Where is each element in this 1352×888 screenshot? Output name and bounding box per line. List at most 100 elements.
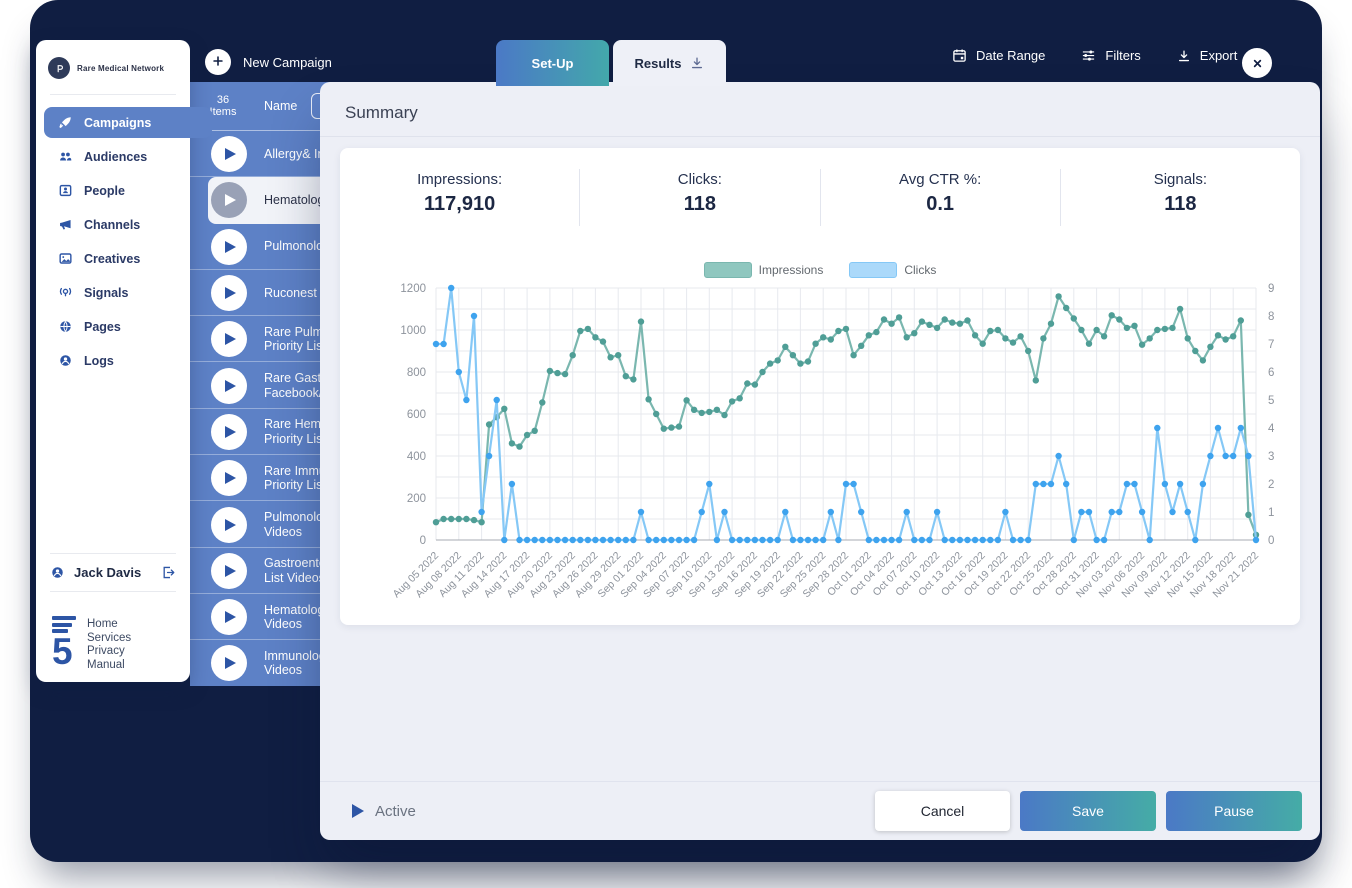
link-privacy[interactable]: Privacy	[87, 645, 125, 657]
play-button[interactable]	[211, 460, 247, 497]
cancel-button[interactable]: Cancel	[875, 791, 1010, 831]
sidebar-item-signals[interactable]: Signals	[44, 277, 190, 308]
svg-text:400: 400	[407, 451, 426, 463]
campaign-row[interactable]: Hematology Videos	[190, 594, 476, 641]
campaign-name: Rare Pulmon Priority List	[264, 324, 337, 354]
sidebar-item-label: Signals	[84, 285, 129, 300]
person-icon	[58, 353, 73, 368]
play-button[interactable]	[211, 552, 247, 589]
legend-swatch	[703, 262, 752, 278]
play-icon	[225, 287, 236, 300]
sidebar-item-label: Creatives	[84, 251, 141, 266]
play-button[interactable]	[211, 182, 247, 219]
sidebar-item-audiences[interactable]: Audiences	[44, 141, 190, 172]
svg-text:600: 600	[407, 409, 426, 421]
chart-legend: Impressions Clicks	[340, 262, 1300, 278]
campaign-row[interactable]: Immunology Videos	[190, 640, 476, 686]
new-campaign-label: New Campaign	[243, 54, 332, 70]
link-services[interactable]: Services	[87, 631, 132, 644]
campaign-name: Hematology Videos	[264, 602, 331, 632]
campaign-name: Pulmonolog	[264, 239, 331, 254]
play-button[interactable]	[211, 599, 247, 636]
sidebar-item-pages[interactable]: Pages	[44, 311, 190, 342]
five-logo-bar	[52, 622, 72, 627]
sidebar-item-creatives[interactable]: Creatives	[44, 243, 190, 274]
close-button[interactable]	[1242, 48, 1272, 78]
sidebar-item-label: People	[84, 183, 125, 198]
sidebar-nav: Campaigns Audiences People Channels Creative…	[36, 107, 212, 376]
play-button[interactable]	[211, 321, 247, 358]
sidebar-footer: 5 Home Services Privacy Manual	[36, 604, 190, 672]
rocket-icon	[58, 115, 73, 130]
play-icon	[225, 240, 236, 253]
action-label: Filters	[1105, 48, 1141, 63]
sidebar-item-label: Audiences	[84, 149, 148, 164]
tab-set-up[interactable]: Set-Up	[496, 40, 609, 86]
campaign-row[interactable]: Rare Pulmon Priority List	[190, 316, 476, 363]
pause-button[interactable]: Pause	[1166, 791, 1302, 831]
play-icon	[352, 804, 364, 818]
svg-text:3: 3	[1268, 451, 1274, 463]
link-home[interactable]: Home	[87, 618, 118, 630]
play-button[interactable]	[211, 136, 247, 173]
play-icon	[225, 148, 236, 161]
user-row[interactable]: Jack Davis	[36, 554, 190, 591]
legend-clicks[interactable]: Clicks	[849, 262, 936, 278]
play-button[interactable]	[211, 367, 247, 404]
campaign-row[interactable]: Gastroenter List Videos	[190, 548, 476, 595]
svg-text:4: 4	[1268, 423, 1275, 435]
tab-set-up-label: Set-Up	[531, 55, 574, 71]
play-button[interactable]	[211, 228, 247, 265]
sidebar-item-people[interactable]: People	[44, 175, 190, 206]
tab-results[interactable]: Results	[613, 40, 726, 86]
svg-text:0: 0	[420, 535, 426, 547]
campaign-row[interactable]: Rare Hemat Priority List	[190, 409, 476, 456]
svg-text:7: 7	[1268, 339, 1274, 351]
download-icon	[1177, 49, 1191, 63]
divider	[50, 94, 176, 95]
filters-button[interactable]: Filters	[1081, 48, 1141, 63]
status-badge: Active	[352, 803, 416, 820]
five-logo-bar	[52, 629, 68, 633]
link-manual[interactable]: Manual	[87, 658, 125, 671]
save-button[interactable]: Save	[1020, 791, 1156, 831]
play-icon	[225, 425, 236, 438]
sidebar-item-logs[interactable]: Logs	[44, 345, 190, 376]
new-campaign-button[interactable]: New Campaign	[205, 49, 332, 75]
play-button[interactable]	[211, 506, 247, 543]
play-icon	[225, 472, 236, 485]
stat-avgctr: Avg CTR %: 0.1	[819, 169, 1060, 226]
logout-icon[interactable]	[161, 565, 176, 580]
modal-footer: Active Cancel Save Pause	[320, 781, 1320, 840]
signal-icon	[58, 285, 73, 300]
campaign-name: Immunology Videos	[264, 648, 333, 678]
globe-icon	[58, 319, 73, 334]
close-icon	[1251, 57, 1264, 70]
play-button[interactable]	[211, 413, 247, 450]
sidebar-item-channels[interactable]: Channels	[44, 209, 190, 240]
sidebar-item-campaigns[interactable]: Campaigns	[44, 107, 212, 138]
svg-text:800: 800	[407, 367, 426, 379]
export-button[interactable]: Export	[1177, 48, 1237, 63]
calendar-icon	[952, 48, 967, 63]
brand-name: Rare Medical Network	[77, 63, 165, 73]
svg-text:0: 0	[1268, 535, 1274, 547]
legend-impressions[interactable]: Impressions	[703, 262, 823, 278]
campaign-name: Hematology	[264, 193, 331, 208]
legend-label: Clicks	[904, 263, 937, 277]
stat-clicks: Clicks: 118	[579, 169, 819, 226]
campaign-row[interactable]: Pulmonolog	[190, 224, 476, 271]
play-button[interactable]	[211, 645, 247, 682]
status-label: Active	[375, 802, 416, 820]
svg-text:1: 1	[1268, 507, 1274, 519]
date-range-button[interactable]: Date Range	[952, 48, 1045, 63]
five-logo-bar	[52, 616, 76, 620]
image-icon	[58, 251, 73, 266]
svg-text:5: 5	[1268, 395, 1274, 407]
play-button[interactable]	[211, 275, 247, 312]
sidebar-item-label: Pages	[84, 319, 121, 334]
campaign-name: Rare Immun Priority List	[264, 463, 333, 493]
play-icon	[225, 564, 236, 577]
play-icon	[225, 611, 236, 624]
